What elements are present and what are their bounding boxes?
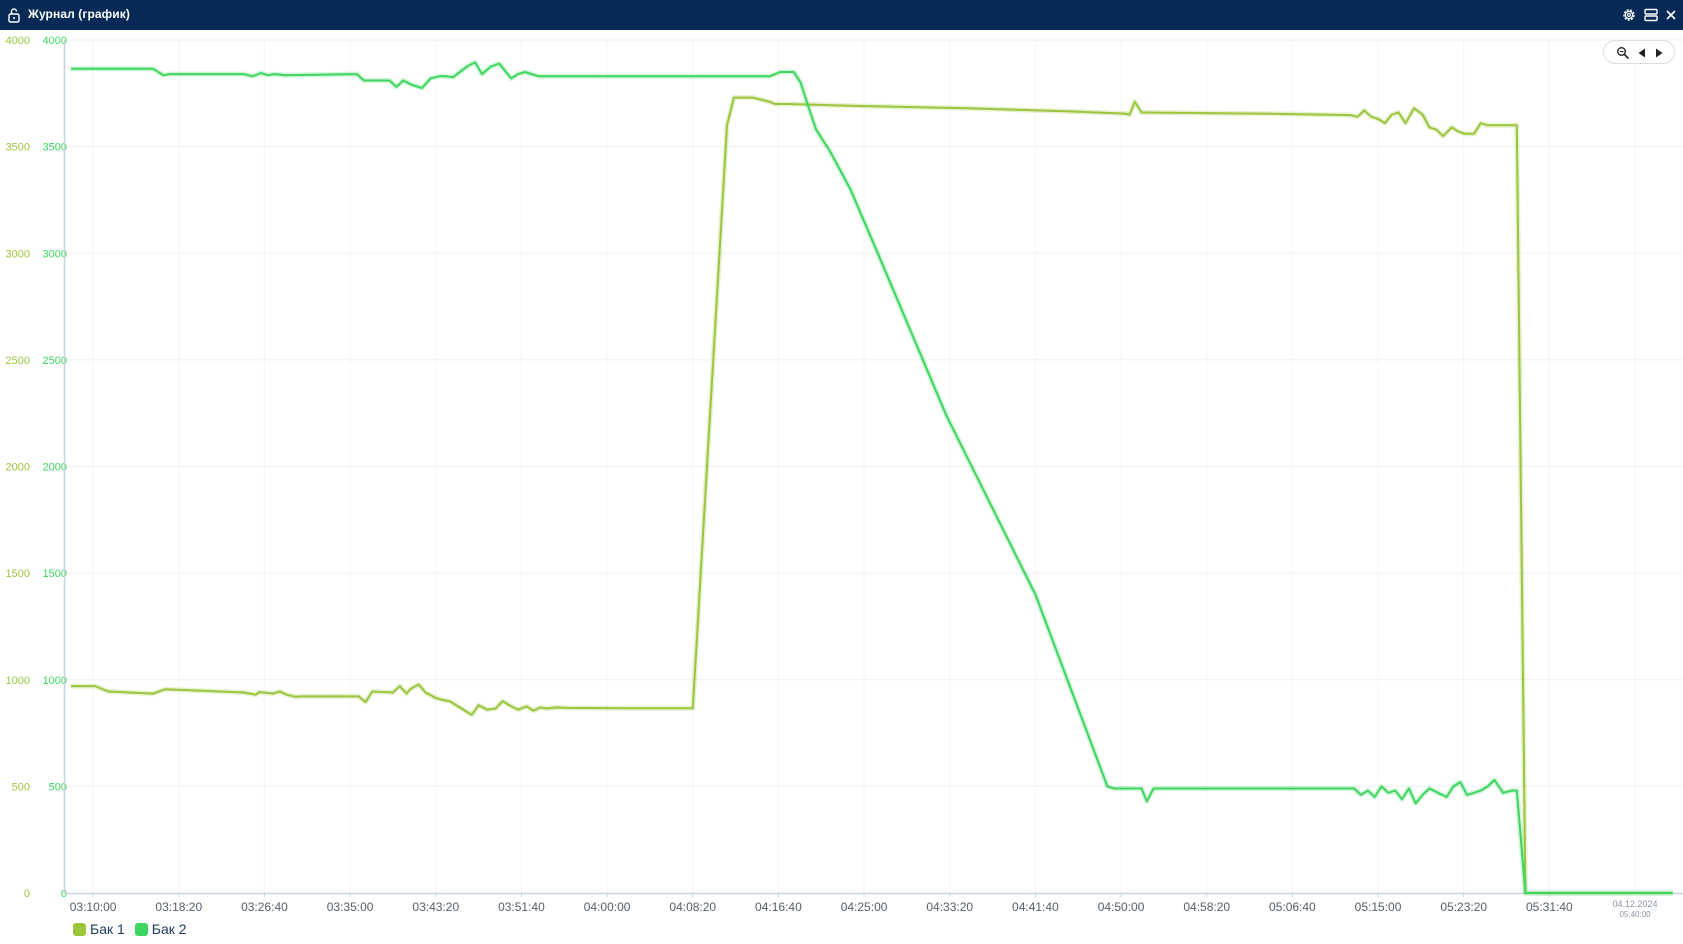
y-tick-label-right: 4000 xyxy=(43,35,67,47)
y-tick-label-right: 3000 xyxy=(43,248,67,260)
x-tick-label: 03:10:00 xyxy=(70,900,117,914)
x-tick-label: 05:06:40 xyxy=(1269,900,1316,914)
y-tick-label-left: 2500 xyxy=(6,355,30,367)
x-tick-label: 04:33:20 xyxy=(926,900,973,914)
y-tick-label-right: 2500 xyxy=(43,355,67,367)
x-tick-label: 03:43:20 xyxy=(412,900,459,914)
y-tick-label-left: 500 xyxy=(12,781,30,793)
legend-swatch-tank1 xyxy=(73,922,86,936)
y-axis-right: 0 500 1000 1500 2000 2500 3000 3500 4000 xyxy=(43,35,67,900)
y-tick-label-left: 4000 xyxy=(6,35,30,47)
y-tick-label-left: 2000 xyxy=(6,462,30,474)
x-end-date-label: 04.12.2024 xyxy=(1613,899,1658,909)
legend-item-tank2[interactable]: Бак 2 xyxy=(134,921,187,937)
y-tick-label-right: 500 xyxy=(49,781,67,793)
legend-label: Бак 2 xyxy=(151,921,187,937)
line-chart[interactable]: 0 500 1000 1500 2000 2500 3000 3500 4000 0 500 100… xyxy=(0,30,1683,920)
close-icon[interactable] xyxy=(1663,7,1679,23)
y-tick-label-right: 0 xyxy=(61,888,67,900)
x-tick-label: 03:51:40 xyxy=(498,900,545,914)
arrow-right-icon[interactable] xyxy=(1652,46,1666,60)
series-line-tank1[interactable] xyxy=(70,96,1673,894)
x-tick-label: 05:15:00 xyxy=(1355,900,1402,914)
chart-axes xyxy=(63,40,1683,895)
x-tick-label: 04:58:20 xyxy=(1183,900,1230,914)
series-line-shadow xyxy=(70,95,1673,896)
x-tick-label: 04:50:00 xyxy=(1098,900,1145,914)
zoom-icon[interactable] xyxy=(1616,46,1630,60)
y-tick-label-right: 2000 xyxy=(43,462,67,474)
x-tick-label: 04:41:40 xyxy=(1012,900,1059,914)
layout-icon[interactable] xyxy=(1643,7,1659,23)
x-tick-label: 03:18:20 xyxy=(155,900,202,914)
chart-series xyxy=(70,59,1673,896)
y-tick-label-left: 0 xyxy=(24,888,30,900)
x-tick-label: 04:00:00 xyxy=(584,900,631,914)
x-tick-label: 05:23:20 xyxy=(1440,900,1487,914)
y-tick-label-right: 1500 xyxy=(43,568,67,580)
y-tick-label-right: 3500 xyxy=(43,142,67,154)
x-tick-label: 04:25:00 xyxy=(841,900,888,914)
y-tick-label-right: 1000 xyxy=(43,675,67,687)
y-tick-label-left: 3000 xyxy=(6,248,30,260)
gear-icon[interactable] xyxy=(1621,7,1637,23)
x-end-time-label: 05:40:00 xyxy=(1619,910,1651,919)
x-tick-label: 03:26:40 xyxy=(241,900,288,914)
y-tick-label-left: 3500 xyxy=(6,142,30,154)
window-title: Журнал (график) xyxy=(28,7,130,21)
series-line-tank2[interactable] xyxy=(70,61,1673,894)
x-tick-label: 04:08:20 xyxy=(669,900,716,914)
legend-label: Бак 1 xyxy=(90,921,125,937)
lock-icon[interactable] xyxy=(6,7,22,23)
y-axis-left: 0 500 1000 1500 2000 2500 3000 3500 4000 xyxy=(6,35,30,900)
series-line-shadow xyxy=(70,59,1673,896)
x-axis: 03:10:00 03:18:20 03:26:40 03:35:00 03:43:20… xyxy=(70,893,1658,919)
chart-legend: Бак 1 Бак 2 xyxy=(73,920,197,938)
arrow-left-icon[interactable] xyxy=(1635,46,1649,60)
zoom-controls xyxy=(1603,40,1675,64)
y-tick-label-left: 1500 xyxy=(6,568,30,580)
x-tick-label: 05:31:40 xyxy=(1526,900,1573,914)
legend-swatch-tank2 xyxy=(134,922,148,936)
chart-grid xyxy=(64,39,1683,893)
x-tick-label: 03:35:00 xyxy=(327,900,374,914)
window-titlebar: Журнал (график) xyxy=(0,0,1683,30)
legend-item-tank1[interactable]: Бак 1 xyxy=(73,921,125,937)
x-tick-label: 04:16:40 xyxy=(755,900,802,914)
y-tick-label-left: 1000 xyxy=(6,675,30,687)
